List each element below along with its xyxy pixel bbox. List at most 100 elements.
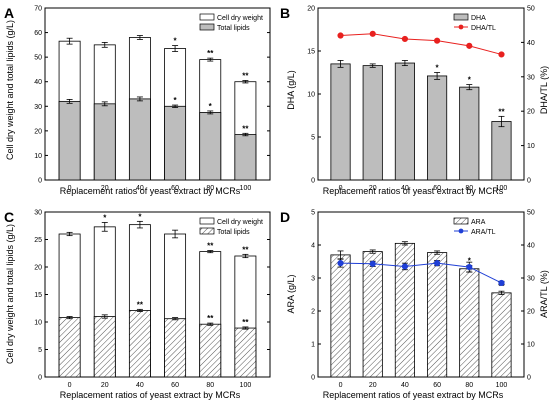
legend-swatch [453,13,469,21]
bar-gray [93,103,116,181]
x-axis-label: Replacement ratios of yeast extract by M… [323,186,504,196]
y-tick-label: 10 [307,92,315,99]
significance-label: * [436,64,440,73]
bar-gray [491,121,512,181]
significance-label: * [209,102,213,111]
y2-tick-label: 20 [527,109,535,116]
y-tick-label: 0 [38,178,42,185]
x-tick-label: 0 [68,185,72,192]
significance-label: ** [242,124,249,133]
significance-label: ** [498,282,505,291]
significance-label: ** [242,71,249,80]
y2-axis-label: ARA/TL (%) [539,270,549,318]
y-tick-label: 4 [311,243,315,250]
y2-tick-label: 50 [527,6,535,13]
x-tick-label: 40 [401,382,409,389]
significance-label: ** [242,245,249,254]
bar-gray [459,86,480,181]
x-tick-label: 0 [68,382,72,389]
significance-label: ** [498,107,505,116]
series-point [433,260,441,267]
legend-label: DHA/TL [471,25,496,32]
bar-hatched [362,251,383,378]
y-tick-label: 0 [311,375,315,382]
x-tick-label: 0 [339,185,343,192]
series-line [340,262,502,284]
bar-gray [128,98,151,181]
bar-hatched [427,252,448,378]
legend-swatch [199,217,215,225]
legend-swatch-marker [458,228,464,234]
panel-letter: C [4,209,14,225]
legend-label: ARA/TL [471,229,496,236]
bar-gray [199,112,222,181]
bar-hatched [93,316,116,378]
significance-label: * [468,76,472,85]
y2-tick-label: 10 [527,342,535,349]
series-point [369,30,376,37]
bar-hatched [459,268,480,378]
legend-swatch-marker [458,24,464,30]
y-tick-label: 2 [311,309,315,316]
significance-label: ** [137,300,144,309]
significance-label: ** [242,318,249,327]
legend-swatch [199,227,215,235]
x-tick-label: 60 [433,382,441,389]
bar-hatched [128,310,151,378]
y2-tick-label: 20 [527,309,535,316]
series-line [340,33,502,55]
legend-label: Cell dry weight [217,219,263,226]
x-tick-label: 100 [496,185,508,192]
y2-tick-label: 40 [527,243,535,250]
x-tick-label: 40 [136,382,144,389]
legend-label: Total lipids [217,229,250,236]
x-tick-label: 20 [101,185,109,192]
x-tick-label: 20 [369,382,377,389]
significance-label: * [138,212,142,221]
y-tick-label: 0 [38,375,42,382]
series-point [466,264,473,271]
significance-label: ** [207,242,214,251]
series-point [401,263,409,270]
y-tick-label: 40 [34,79,42,86]
legend-label: ARA [471,219,486,226]
x-tick-label: 40 [136,185,144,192]
bar-gray [394,62,415,181]
y-axis-label: Cell dry weight and total lipids (g/L) [5,224,15,364]
legend-swatch [453,217,469,225]
y-tick-label: 50 [34,55,42,62]
x-tick-label: 0 [339,382,343,389]
bar-hatched [491,292,512,378]
legend-swatch [199,23,215,31]
y2-tick-label: 0 [527,375,531,382]
legend-label: Cell dry weight [217,15,263,22]
bar-gray [330,63,351,181]
series-point [466,42,473,49]
series-point [498,51,505,58]
y-tick-label: 3 [311,276,315,283]
panel-b: B 0 5 10 15 20 0 10 20 30 40 50 0 20 40 60 80 100Replacem… [280,5,549,196]
x-tick-label: 80 [206,382,214,389]
bar-gray [164,105,187,181]
y2-tick-label: 0 [527,178,531,185]
y2-tick-label: 40 [527,40,535,47]
series-point [337,32,344,39]
significance-label: * [103,213,107,222]
panel-a: A 0 10 20 30 40 50 60 70 0 20 40 60 80 100Replacement … [4,5,271,196]
x-tick-label: 80 [206,185,214,192]
x-tick-label: 20 [101,382,109,389]
x-axis-label: Replacement ratios of yeast extract by M… [60,390,241,400]
significance-label: * [174,96,178,105]
plot-frame [44,7,271,181]
y-tick-label: 30 [34,104,42,111]
x-tick-label: 80 [465,185,473,192]
y-tick-label: 20 [34,128,42,135]
significance-label: * [468,256,472,265]
y2-tick-label: 30 [527,74,535,81]
bar-hatched [330,254,351,378]
bar-gray [362,65,383,181]
y-axis-label: Cell dry weight and total lipids (g/L) [5,20,15,160]
y2-tick-label: 50 [527,210,535,217]
x-axis-label: Replacement ratios of yeast extract by M… [60,186,241,196]
bar-hatched [234,327,257,378]
